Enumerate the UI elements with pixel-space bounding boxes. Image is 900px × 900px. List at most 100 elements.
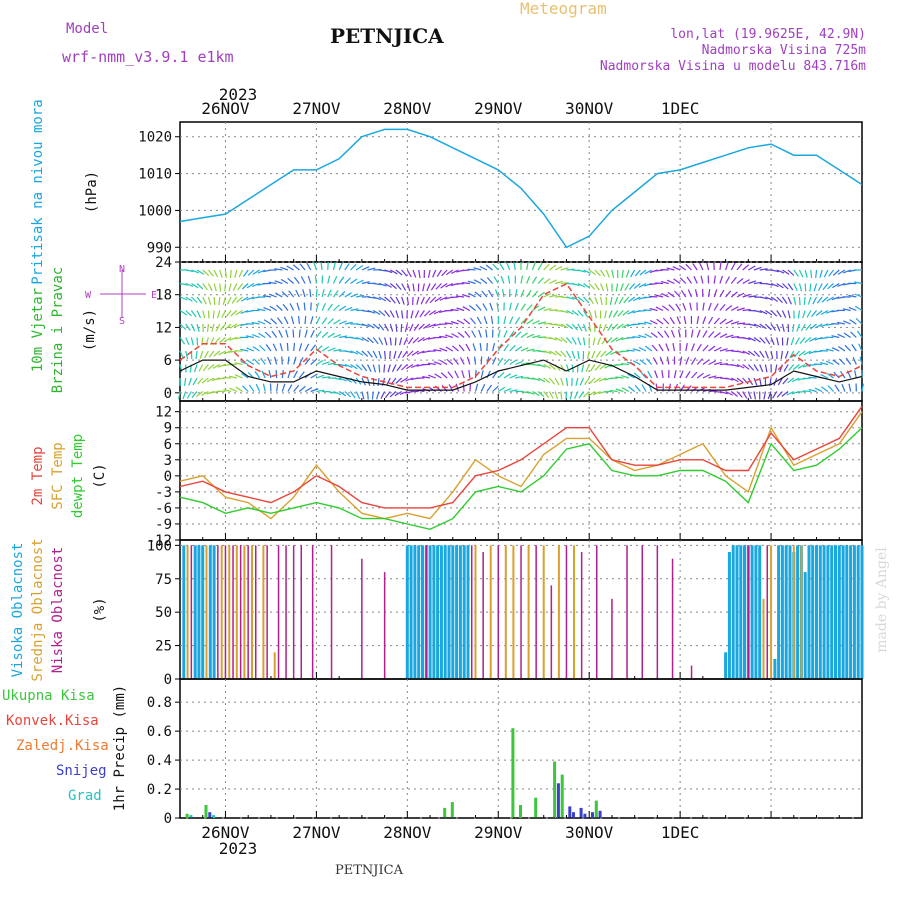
wind-arrow — [281, 291, 289, 298]
cloud-bar-mid — [557, 545, 560, 679]
wind-panel: 0 6 12 18 24 — [155, 255, 864, 402]
compass-w: W — [85, 290, 92, 301]
wind-arrow — [445, 282, 454, 288]
cloud-bar-high — [724, 652, 728, 679]
top-date-label: 29NOV — [474, 99, 523, 118]
wind-arrow — [600, 269, 606, 278]
y-tick-label: 3 — [164, 453, 172, 469]
wind-arrow — [490, 316, 494, 325]
y-tick-label: 0 — [164, 672, 172, 688]
wind-arrow — [748, 295, 757, 298]
wind-arrow — [458, 344, 465, 352]
wind-arrow — [401, 310, 404, 319]
wind-arrow — [776, 269, 785, 274]
cloud-bar-low — [471, 545, 473, 679]
wind-arrow — [411, 363, 419, 369]
wind-arrow — [389, 283, 397, 290]
wind-arrow — [361, 323, 370, 328]
wind-arrow — [461, 282, 470, 285]
cloud-bar-high — [788, 545, 792, 679]
wind-arrow — [201, 377, 209, 384]
wind-arrow — [736, 391, 743, 398]
wind-arrow — [821, 296, 829, 303]
wind-arrow — [456, 282, 465, 285]
wind-arrow — [786, 390, 795, 396]
wind-arrow — [787, 269, 795, 276]
cloud-bar-low — [266, 545, 268, 679]
y-tick-label: 6 — [164, 437, 172, 453]
wind-arrow — [548, 391, 554, 399]
wind-arrow — [586, 350, 590, 359]
wind-arrow — [350, 263, 357, 271]
wind-arrow — [190, 310, 197, 318]
wind-arrow — [450, 308, 459, 312]
wind-arrow — [792, 323, 795, 332]
y-tick-label: 990 — [147, 240, 172, 256]
cloud-bar-high — [750, 545, 754, 679]
cloud-bar-mid — [220, 545, 223, 679]
cloud-bar-high — [856, 545, 860, 679]
wind-arrow — [376, 391, 380, 400]
wind-arrow — [213, 350, 221, 357]
wind-arrow — [439, 359, 448, 366]
wind-arrow — [276, 383, 279, 392]
wind-arrow — [784, 350, 789, 359]
wind-arrow — [298, 329, 301, 338]
wind-arrow — [395, 296, 401, 305]
wind-arrow — [804, 283, 807, 292]
wind-arrow — [514, 302, 519, 311]
cloud-bar-mid — [489, 545, 492, 679]
wind-arrow — [418, 323, 425, 331]
wind-arrow — [468, 292, 476, 298]
cloud-bar-low — [247, 545, 249, 679]
wind-arrow — [224, 283, 227, 292]
wind-arrow — [848, 306, 857, 312]
wind-arrow — [321, 317, 328, 325]
wind-arrow — [549, 294, 558, 298]
cloud-bar-high — [727, 552, 731, 679]
wind-arrow — [198, 364, 204, 372]
wind-arrow — [479, 265, 488, 271]
cloud-bar-low — [596, 545, 598, 679]
wind-arrow — [383, 364, 386, 373]
wind-arrow — [659, 356, 664, 365]
cloud-bar-high — [462, 545, 466, 679]
wind-arrow — [770, 323, 776, 331]
wind-arrow — [333, 319, 341, 325]
wind-arrow — [764, 350, 769, 359]
wind-arrow — [810, 323, 817, 330]
y-tick-label: 9 — [164, 421, 172, 437]
wind-arrow — [339, 335, 348, 339]
wind-arrow — [719, 333, 728, 339]
wind-arrow — [399, 337, 403, 346]
wind-arrow — [290, 316, 295, 325]
wind-arrow — [626, 349, 635, 352]
wind-arrow — [389, 323, 394, 332]
wind-arrow — [702, 330, 708, 338]
cloud-bar-high — [784, 545, 788, 679]
wind-arrow — [680, 289, 687, 298]
wind-arrow — [241, 296, 249, 302]
precip-bar-total — [204, 805, 208, 818]
wind-arrow — [560, 309, 569, 314]
wind-arrow — [321, 346, 330, 352]
cloud-bar-mid — [474, 545, 477, 679]
wind-arrow — [622, 310, 630, 316]
wind-arrow — [776, 391, 783, 398]
wind-arrow — [478, 329, 482, 338]
wind-arrow — [620, 350, 630, 353]
wind-arrow — [487, 289, 494, 298]
wind-arrow — [188, 377, 192, 386]
precip-panel: 0 0.2 0.4 0.6 0.8 — [147, 678, 863, 827]
wind-arrow — [770, 337, 775, 346]
wind-arrow — [794, 337, 801, 345]
wind-arrow — [643, 296, 652, 299]
cloud-bar-mid — [228, 545, 231, 679]
wind-arrow — [378, 323, 385, 331]
wind-arrow — [807, 296, 812, 305]
wind-arrow — [456, 295, 465, 298]
wind-arrow — [571, 282, 581, 287]
wind-arrow — [526, 348, 535, 352]
precip-bar-total — [560, 774, 564, 818]
wind-arrow — [816, 296, 823, 304]
